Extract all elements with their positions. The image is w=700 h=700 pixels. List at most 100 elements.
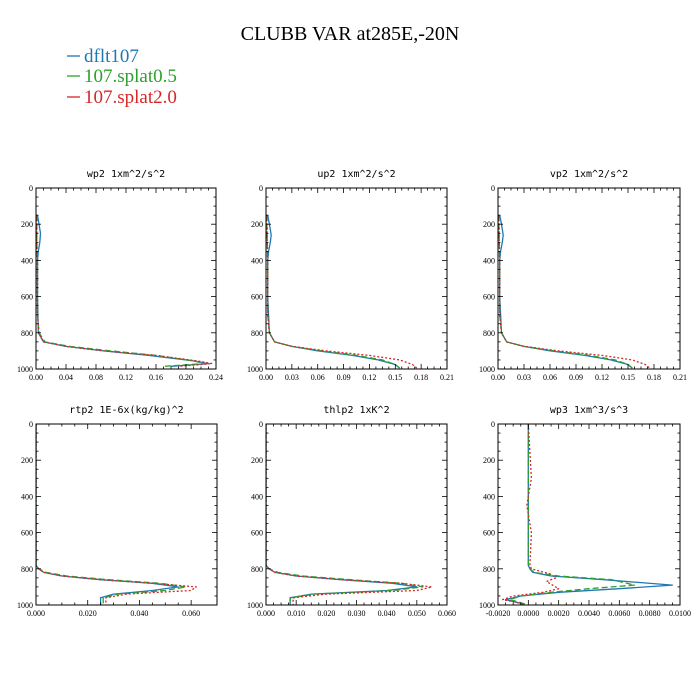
y-tick-label: 200 bbox=[21, 456, 33, 465]
x-tick-label: 0.040 bbox=[130, 609, 148, 618]
series-line-dflt107 bbox=[36, 424, 179, 605]
y-tick-label: 1000 bbox=[17, 601, 33, 610]
y-tick-label: 200 bbox=[21, 220, 33, 229]
x-tick-label: 0.020 bbox=[79, 609, 97, 618]
y-tick-label: 0 bbox=[259, 420, 263, 429]
x-tick-label: 0.09 bbox=[569, 373, 583, 382]
y-tick-label: 0 bbox=[491, 420, 495, 429]
x-tick-label: 0.21 bbox=[673, 373, 687, 382]
y-tick-label: 1000 bbox=[247, 601, 263, 610]
series-line-107-splat2-0 bbox=[498, 215, 651, 369]
y-tick-label: 1000 bbox=[479, 601, 495, 610]
panel-title: wp3 1xm^3/s^3 bbox=[550, 405, 628, 416]
y-tick-label: 200 bbox=[251, 220, 263, 229]
y-tick-label: 400 bbox=[483, 492, 495, 501]
series-line-107-splat2-0 bbox=[266, 424, 433, 605]
y-tick-label: 400 bbox=[251, 256, 263, 265]
x-tick-label: 0.0100 bbox=[669, 609, 691, 618]
x-tick-label: 0.050 bbox=[408, 609, 426, 618]
x-tick-label: 0.060 bbox=[438, 609, 456, 618]
series-line-dflt107 bbox=[36, 215, 210, 367]
y-tick-label: 400 bbox=[483, 256, 495, 265]
x-tick-label: 0.18 bbox=[414, 373, 428, 382]
x-tick-label: 0.06 bbox=[311, 373, 325, 382]
x-tick-label: 0.06 bbox=[543, 373, 557, 382]
y-tick-label: 1000 bbox=[479, 365, 495, 374]
y-tick-label: 800 bbox=[21, 329, 33, 338]
y-tick-label: 800 bbox=[483, 329, 495, 338]
x-tick-label: -0.0020 bbox=[486, 609, 511, 618]
x-tick-label: 0.12 bbox=[362, 373, 376, 382]
y-tick-label: 0 bbox=[29, 420, 33, 429]
x-tick-label: 0.00 bbox=[491, 373, 505, 382]
x-tick-label: 0.000 bbox=[27, 609, 45, 618]
y-tick-label: 0 bbox=[259, 184, 263, 193]
x-tick-label: 0.0000 bbox=[517, 609, 539, 618]
figure-title: CLUBB VAR at285E,-20N bbox=[241, 23, 460, 45]
x-tick-label: 0.15 bbox=[621, 373, 635, 382]
legend-label-dflt107: dflt107 bbox=[84, 46, 139, 67]
y-tick-label: 400 bbox=[21, 492, 33, 501]
series-line-107-splat0-5 bbox=[36, 215, 206, 367]
series-line-107-splat2-0 bbox=[501, 424, 560, 605]
panel-6: wp3 1xm^3/s^3 0 200 400 600 800 1000-0.0020 0.0… bbox=[479, 405, 691, 618]
series-group bbox=[501, 424, 674, 605]
y-tick-label: 800 bbox=[251, 329, 263, 338]
y-tick-label: 1000 bbox=[247, 365, 263, 374]
y-tick-label: 800 bbox=[483, 565, 495, 574]
y-tick-label: 1000 bbox=[17, 365, 33, 374]
x-tick-label: 0.00 bbox=[259, 373, 273, 382]
y-tick-label: 600 bbox=[21, 293, 33, 302]
x-tick-label: 0.0060 bbox=[608, 609, 630, 618]
y-tick-label: 600 bbox=[251, 293, 263, 302]
series-group bbox=[36, 424, 197, 605]
x-tick-label: 0.21 bbox=[440, 373, 454, 382]
x-tick-label: 0.04 bbox=[59, 373, 73, 382]
y-tick-label: 800 bbox=[251, 565, 263, 574]
x-tick-label: 0.020 bbox=[317, 609, 335, 618]
panel-title: wp2 1xm^2/s^2 bbox=[87, 169, 165, 180]
y-tick-label: 600 bbox=[251, 529, 263, 538]
y-tick-label: 600 bbox=[483, 293, 495, 302]
series-group bbox=[36, 215, 213, 367]
x-tick-label: 0.030 bbox=[348, 609, 366, 618]
y-tick-label: 0 bbox=[29, 184, 33, 193]
legend-label-splat2-0: 107.splat2.0 bbox=[84, 87, 177, 108]
x-tick-label: 0.12 bbox=[119, 373, 133, 382]
series-line-107-splat2-0 bbox=[266, 215, 418, 369]
y-tick-label: 200 bbox=[483, 220, 495, 229]
y-tick-label: 800 bbox=[21, 565, 33, 574]
x-tick-label: 0.0040 bbox=[578, 609, 600, 618]
series-line-dflt107 bbox=[504, 424, 674, 605]
y-tick-label: 400 bbox=[251, 492, 263, 501]
x-tick-label: 0.18 bbox=[647, 373, 661, 382]
series-group bbox=[498, 215, 651, 369]
plot-frame bbox=[497, 187, 681, 370]
x-tick-label: 0.00 bbox=[29, 373, 43, 382]
x-tick-label: 0.08 bbox=[89, 373, 103, 382]
x-tick-label: 0.15 bbox=[388, 373, 402, 382]
series-line-dflt107 bbox=[266, 424, 418, 605]
series-group bbox=[266, 215, 418, 369]
plot-frame bbox=[35, 187, 217, 370]
plot-frame bbox=[265, 187, 448, 370]
series-group bbox=[266, 424, 433, 605]
x-tick-label: 0.20 bbox=[179, 373, 193, 382]
panel-title: thlp2 1xK^2 bbox=[323, 405, 389, 416]
series-line-107-splat0-5 bbox=[266, 424, 424, 605]
y-tick-label: 200 bbox=[251, 456, 263, 465]
x-tick-label: 0.12 bbox=[595, 373, 609, 382]
series-line-107-splat2-0 bbox=[36, 215, 213, 367]
x-tick-label: 0.0080 bbox=[639, 609, 661, 618]
x-tick-label: 0.000 bbox=[257, 609, 275, 618]
x-tick-label: 0.03 bbox=[517, 373, 531, 382]
x-tick-label: 0.040 bbox=[378, 609, 396, 618]
panel-title: vp2 1xm^2/s^2 bbox=[550, 169, 628, 180]
x-tick-label: 0.09 bbox=[337, 373, 351, 382]
y-tick-label: 0 bbox=[491, 184, 495, 193]
plot-frame bbox=[35, 423, 218, 606]
